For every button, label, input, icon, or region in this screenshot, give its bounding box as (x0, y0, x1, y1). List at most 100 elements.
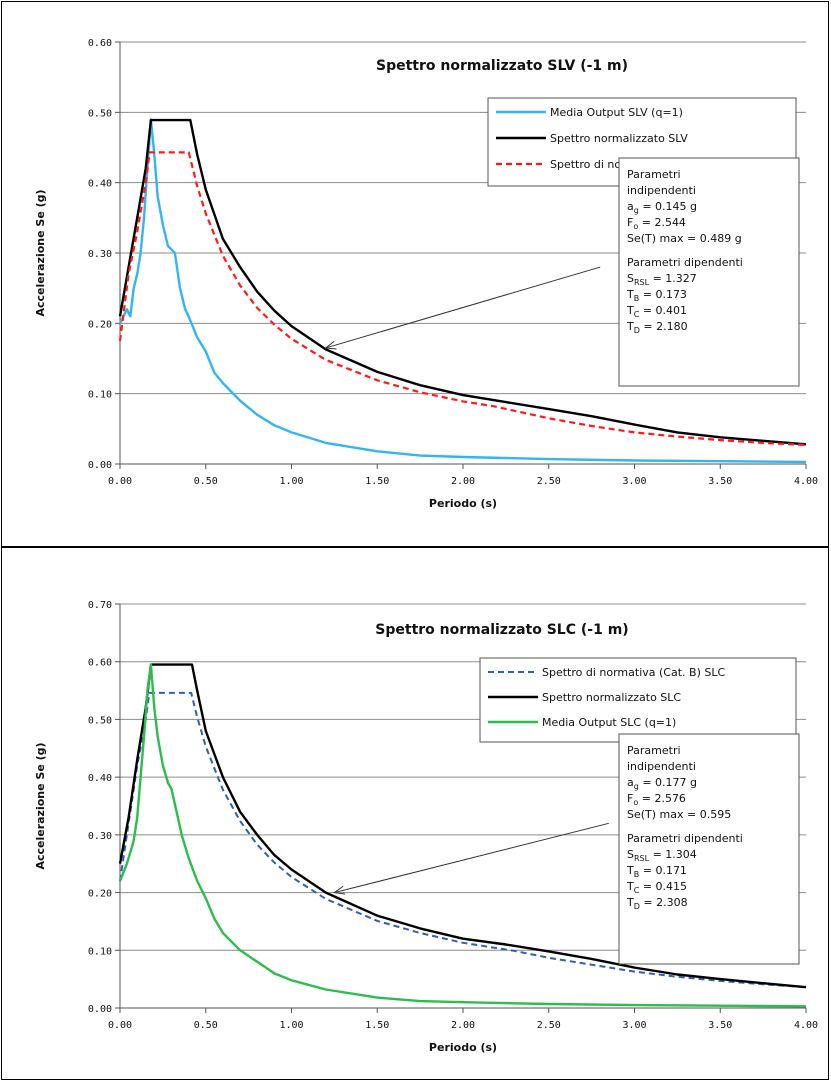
parameter-line-10-main: T (626, 880, 634, 893)
parameter-line-3: ag = 0.145 g (627, 200, 697, 215)
parameter-line-10-rest: = 0.401 (639, 304, 687, 317)
parameter-line-8-main: S (627, 848, 634, 861)
series-line-1 (119, 691, 807, 989)
y-tick-label: 0.50 (88, 108, 112, 119)
parameter-line-9: TB = 0.173 (626, 288, 687, 303)
parameter-line-5: Se(T) max = 0.489 g (627, 232, 742, 245)
parameter-line-8-rest: = 1.327 (649, 272, 697, 285)
parameter-line-8-rest: = 1.304 (649, 848, 697, 861)
x-tick-label: 4.00 (794, 476, 818, 487)
parameter-line-11-main: T (626, 896, 634, 909)
parameter-line-4: Fo = 2.544 (627, 216, 686, 231)
parameter-line-4-sub: o (633, 798, 638, 807)
parameter-line-8-main: S (627, 272, 634, 285)
parameter-line-11: TD = 2.180 (626, 320, 688, 335)
annotation-arrow-line (325, 266, 601, 349)
y-tick-label: 0.00 (88, 460, 112, 471)
x-tick-label: 1.00 (279, 1020, 303, 1031)
x-tick-label: 1.50 (365, 1020, 389, 1031)
series-line-3 (118, 151, 807, 447)
parameter-line-1: Parametri (627, 168, 681, 181)
y-axis-label: Accelerazione Se (g) (34, 189, 47, 316)
x-tick-label: 0.50 (194, 476, 218, 487)
series-line-2 (118, 118, 807, 446)
chart-panel-slc: 0.00 0.10 0.20 0.30 0.40 0.50 0.60 0.70 0.00 0.50… (1, 547, 829, 1080)
parameter-line-11: TD = 2.308 (626, 896, 688, 911)
parameter-line-11-rest: = 2.180 (640, 320, 688, 333)
chart-title: Spettro normalizzato SLC (-1 m) (375, 622, 628, 638)
parameter-line-10: TC = 0.415 (626, 880, 687, 895)
legend-label-3: Media Output SLC (q=1) (542, 716, 676, 729)
parameter-line-3-sub: g (634, 782, 639, 791)
y-tick-label: 0.60 (88, 658, 112, 669)
x-tick-label: 0.50 (194, 1020, 218, 1031)
parameter-line-8-sub: RSL (634, 278, 650, 287)
parameter-line-11-rest: = 2.308 (640, 896, 688, 909)
y-tick-label: 0.30 (88, 831, 112, 842)
parameter-box (618, 733, 800, 965)
y-tick-label: 0.20 (88, 889, 112, 900)
x-tick-label: 3.00 (622, 1020, 646, 1031)
x-tick-label: 1.50 (365, 476, 389, 487)
parameter-line-9-main: T (626, 288, 634, 301)
chart-slv-svg: 0.00 0.10 0.20 0.30 0.40 0.50 0.60 0.00 0.50 1.00… (34, 38, 818, 510)
parameter-box (618, 157, 800, 387)
annotation-arrow-line (334, 822, 609, 894)
legend-label-2: Spettro normalizzato SLC (542, 691, 681, 704)
annotation-arrow-head (324, 340, 337, 350)
parameter-line-1: Parametri (627, 744, 681, 757)
x-tick-label: 4.00 (794, 1020, 818, 1031)
parameter-line-3-rest: = 0.145 g (639, 200, 697, 213)
x-tick-label: 3.50 (708, 476, 732, 487)
parameter-line-4-rest: = 2.544 (638, 216, 686, 229)
legend-label-1: Media Output SLV (q=1) (550, 106, 683, 119)
y-tick-label: 0.70 (88, 600, 112, 611)
parameter-line-3-main: a (627, 200, 634, 213)
x-axis-label: Periodo (s) (429, 1041, 497, 1054)
y-tick-label: 0.30 (88, 249, 112, 260)
legend-label-1: Spettro di normativa (Cat. B) SLC (542, 666, 725, 679)
parameter-line-9-rest: = 0.171 (639, 864, 687, 877)
parameter-line-9-sub: B (634, 870, 640, 879)
annotation-arrow-head (333, 885, 346, 895)
parameter-line-11-sub: D (634, 902, 640, 911)
parameter-line-4-main: F (627, 792, 633, 805)
x-tick-label: 2.00 (451, 1020, 475, 1031)
parameter-line-2: indipendenti (627, 760, 696, 773)
y-tick-label: 0.60 (88, 38, 112, 49)
x-tick-label: 1.00 (279, 476, 303, 487)
parameter-line-10: TC = 0.401 (626, 304, 687, 319)
legend-label-2: Spettro normalizzato SLV (550, 132, 688, 145)
parameter-line-10-rest: = 0.415 (639, 880, 687, 893)
x-tick-label: 2.00 (451, 476, 475, 487)
y-tick-label: 0.40 (88, 773, 112, 784)
x-axis-label: Periodo (s) (429, 497, 497, 510)
parameter-line-10-sub: C (634, 886, 640, 895)
parameter-line-9-rest: = 0.173 (639, 288, 687, 301)
parameter-line-4-rest: = 2.576 (638, 792, 686, 805)
y-tick-label: 0.50 (88, 715, 112, 726)
parameter-line-3-main: a (627, 776, 634, 789)
parameter-line-10-sub: C (634, 310, 640, 319)
x-tick-label: 0.00 (108, 1020, 132, 1031)
parameter-line-8: SRSL = 1.304 (627, 848, 697, 863)
parameter-line-8-sub: RSL (634, 854, 650, 863)
y-axis-label: Accelerazione Se (g) (34, 742, 47, 869)
series-line-1 (118, 118, 807, 464)
y-tick-label: 0.10 (88, 390, 112, 401)
parameter-line-2: indipendenti (627, 184, 696, 197)
series-line-3 (118, 663, 807, 1008)
x-tick-label: 2.50 (537, 1020, 561, 1031)
y-tick-label: 0.00 (88, 1004, 112, 1015)
y-tick-label: 0.40 (88, 179, 112, 190)
parameter-line-7: Parametri dipendenti (627, 256, 743, 269)
chart-slc-svg: 0.00 0.10 0.20 0.30 0.40 0.50 0.60 0.70 0.00 0.50… (34, 600, 818, 1054)
parameter-line-3: ag = 0.177 g (627, 776, 697, 791)
parameter-line-3-sub: g (634, 206, 639, 215)
parameter-line-3-rest: = 0.177 g (639, 776, 697, 789)
parameter-line-9: TB = 0.171 (626, 864, 687, 879)
x-tick-label: 2.50 (537, 476, 561, 487)
x-tick-label: 3.00 (622, 476, 646, 487)
parameter-line-10-main: T (626, 304, 634, 317)
